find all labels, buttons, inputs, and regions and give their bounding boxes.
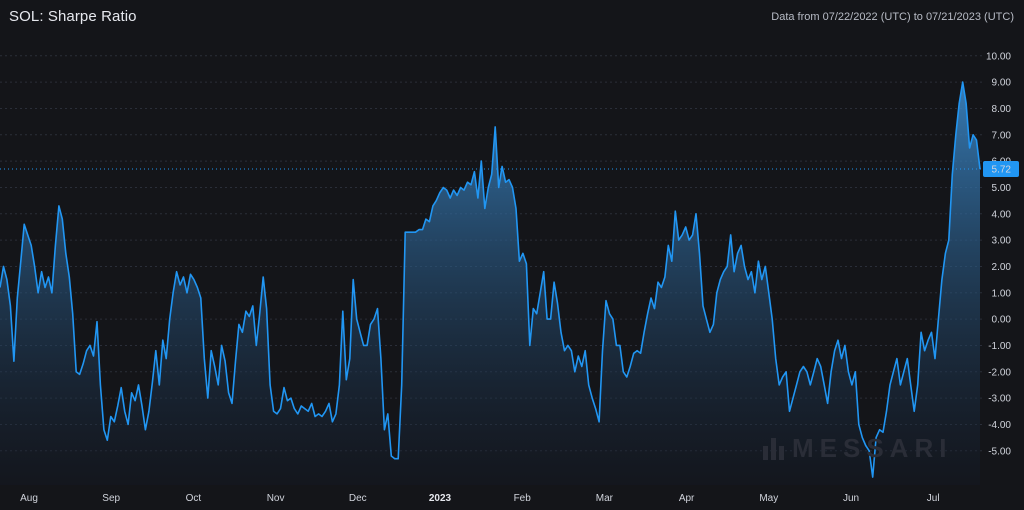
area-fill	[0, 82, 980, 485]
y-tick-label: -3.00	[988, 394, 1011, 405]
y-tick-label: 0.00	[992, 315, 1012, 326]
x-tick-label: May	[759, 493, 778, 504]
y-tick-label: -2.00	[988, 367, 1011, 378]
y-tick-label: 8.00	[992, 104, 1012, 115]
y-tick-label: -5.00	[988, 446, 1011, 457]
x-tick-label: Jul	[927, 493, 940, 504]
watermark-text: MESSARI	[792, 433, 953, 463]
x-tick-label: Jun	[843, 493, 859, 504]
y-tick-label: 9.00	[992, 78, 1012, 89]
x-axis: Aug Sep Oct Nov Dec 2023 Feb Mar Apr May Jun Jul	[20, 493, 939, 504]
y-tick-label: 5.00	[992, 183, 1012, 194]
messari-logo-icon	[763, 438, 785, 460]
chart-title: SOL: Sharpe Ratio	[9, 8, 137, 25]
y-tick-label: 1.00	[992, 288, 1012, 299]
last-value-badge	[983, 161, 1019, 178]
area-layer	[0, 81, 981, 485]
x-tick-label: 2023	[429, 493, 452, 504]
x-tick-label: Feb	[514, 493, 532, 504]
y-tick-label: 3.00	[992, 236, 1012, 247]
x-tick-label: Sep	[102, 493, 120, 504]
last-value-label: 5.72	[992, 165, 1012, 176]
x-tick-label: Aug	[20, 493, 38, 504]
last-value-marker: 5.72	[0, 161, 1019, 178]
date-range-label: Data from 07/22/2022 (UTC) to 07/21/2023…	[771, 11, 1014, 23]
y-tick-label: -4.00	[988, 420, 1011, 431]
y-tick-label: 10.00	[986, 51, 1011, 62]
x-tick-label: Mar	[596, 493, 614, 504]
y-tick-label: 4.00	[992, 209, 1012, 220]
series-line	[0, 81, 981, 478]
x-tick-label: Dec	[349, 493, 367, 504]
y-axis: 10.009.008.007.006.005.004.003.002.001.0…	[986, 51, 1011, 457]
y-tick-label: 7.00	[992, 130, 1012, 141]
x-tick-label: Nov	[267, 493, 285, 504]
x-tick-label: Apr	[679, 493, 695, 504]
y-tick-label: 2.00	[992, 262, 1012, 273]
y-tick-label: -1.00	[988, 341, 1011, 352]
x-tick-label: Oct	[186, 493, 202, 504]
